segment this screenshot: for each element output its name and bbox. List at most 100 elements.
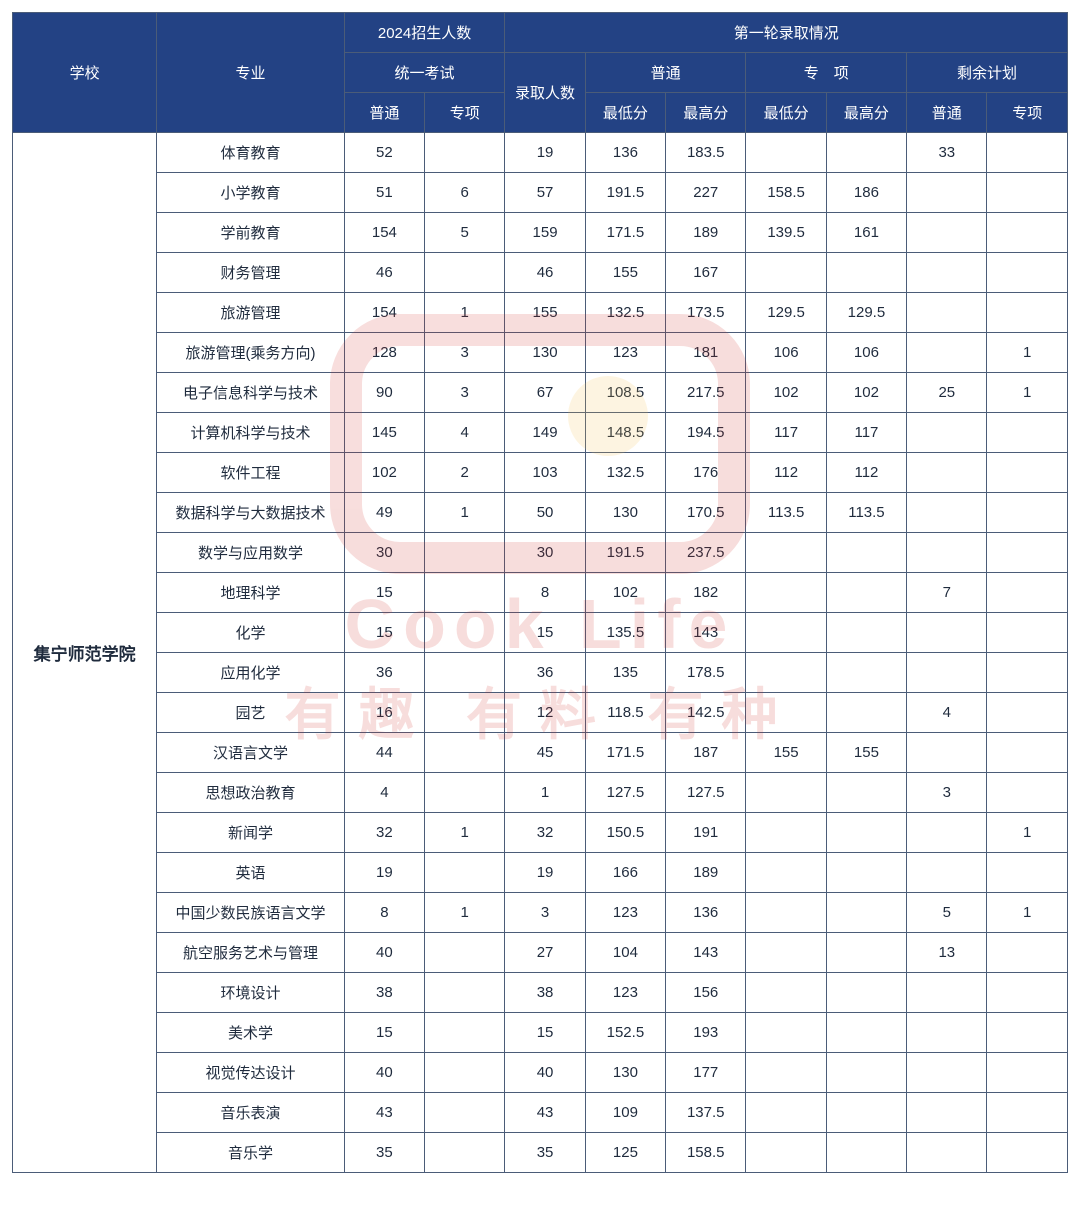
normal-max-cell: 156 [666,973,746,1013]
normal-min-cell: 102 [585,573,665,613]
table-row: 应用化学3636135178.5 [13,653,1068,693]
exam-zhuanxiang-cell: 1 [425,813,505,853]
major-cell: 视觉传达设计 [157,1053,344,1093]
table-row: 计算机科学与技术1454149148.5194.5117117 [13,413,1068,453]
remain-zhuanxiang-cell [987,693,1068,733]
admit-cell: 67 [505,373,585,413]
admit-cell: 3 [505,893,585,933]
special-max-cell [826,853,906,893]
remain-zhuanxiang-cell [987,653,1068,693]
normal-max-cell: 178.5 [666,653,746,693]
major-cell: 财务管理 [157,253,344,293]
normal-max-cell: 237.5 [666,533,746,573]
admit-cell: 1 [505,773,585,813]
remain-putong-cell [907,1053,987,1093]
table-row: 学前教育1545159171.5189139.5161 [13,213,1068,253]
normal-min-cell: 191.5 [585,533,665,573]
special-max-cell [826,253,906,293]
special-min-cell [746,813,826,853]
major-cell: 地理科学 [157,573,344,613]
major-cell: 学前教育 [157,213,344,253]
major-cell: 化学 [157,613,344,653]
special-max-cell: 106 [826,333,906,373]
admit-cell: 103 [505,453,585,493]
special-max-cell [826,1053,906,1093]
remain-putong-cell [907,653,987,693]
admit-cell: 149 [505,413,585,453]
normal-min-cell: 135.5 [585,613,665,653]
table-row: 思想政治教育41127.5127.53 [13,773,1068,813]
table-row: 视觉传达设计4040130177 [13,1053,1068,1093]
remain-putong-cell [907,533,987,573]
table-row: 小学教育51657191.5227158.5186 [13,173,1068,213]
exam-zhuanxiang-cell [425,1093,505,1133]
remain-zhuanxiang-cell [987,213,1068,253]
exam-zhuanxiang-cell: 2 [425,453,505,493]
remain-zhuanxiang-cell [987,1013,1068,1053]
special-min-cell [746,653,826,693]
table-row: 数据科学与大数据技术49150130170.5113.5113.5 [13,493,1068,533]
special-min-cell [746,1133,826,1173]
normal-min-cell: 152.5 [585,1013,665,1053]
school-cell: 集宁师范学院 [13,133,157,1173]
admit-cell: 130 [505,333,585,373]
normal-min-cell: 104 [585,933,665,973]
exam-putong-cell: 15 [344,1013,424,1053]
remain-zhuanxiang-cell [987,853,1068,893]
admit-cell: 32 [505,813,585,853]
hdr-special-min: 最低分 [746,93,826,133]
major-cell: 航空服务艺术与管理 [157,933,344,973]
remain-zhuanxiang-cell [987,573,1068,613]
remain-putong-cell [907,333,987,373]
remain-zhuanxiang-cell: 1 [987,333,1068,373]
table-row: 电子信息科学与技术90367108.5217.5102102251 [13,373,1068,413]
special-max-cell [826,1013,906,1053]
admit-cell: 43 [505,1093,585,1133]
special-min-cell [746,853,826,893]
normal-max-cell: 183.5 [666,133,746,173]
exam-putong-cell: 128 [344,333,424,373]
exam-putong-cell: 102 [344,453,424,493]
remain-putong-cell [907,853,987,893]
normal-max-cell: 177 [666,1053,746,1093]
hdr-admit-count: 录取人数 [505,53,585,133]
remain-putong-cell [907,213,987,253]
remain-zhuanxiang-cell [987,413,1068,453]
remain-zhuanxiang-cell [987,173,1068,213]
special-max-cell: 161 [826,213,906,253]
special-max-cell: 186 [826,173,906,213]
remain-putong-cell: 7 [907,573,987,613]
major-cell: 数据科学与大数据技术 [157,493,344,533]
special-min-cell: 155 [746,733,826,773]
remain-putong-cell [907,973,987,1013]
exam-putong-cell: 90 [344,373,424,413]
normal-min-cell: 132.5 [585,453,665,493]
special-max-cell [826,893,906,933]
exam-putong-cell: 19 [344,853,424,893]
admission-table: 学校 专业 2024招生人数 第一轮录取情况 统一考试 录取人数 普通 专 项 … [12,12,1068,1173]
major-cell: 软件工程 [157,453,344,493]
exam-putong-cell: 30 [344,533,424,573]
special-min-cell [746,893,826,933]
special-min-cell [746,933,826,973]
admit-cell: 27 [505,933,585,973]
admit-cell: 46 [505,253,585,293]
special-max-cell: 113.5 [826,493,906,533]
normal-max-cell: 136 [666,893,746,933]
admit-cell: 57 [505,173,585,213]
normal-max-cell: 189 [666,853,746,893]
exam-zhuanxiang-cell [425,933,505,973]
normal-min-cell: 150.5 [585,813,665,853]
remain-putong-cell [907,173,987,213]
normal-max-cell: 170.5 [666,493,746,533]
remain-zhuanxiang-cell [987,773,1068,813]
table-row: 环境设计3838123156 [13,973,1068,1013]
admit-cell: 50 [505,493,585,533]
major-cell: 美术学 [157,1013,344,1053]
normal-min-cell: 123 [585,333,665,373]
exam-putong-cell: 32 [344,813,424,853]
normal-max-cell: 167 [666,253,746,293]
hdr-normal-min: 最低分 [585,93,665,133]
admit-cell: 19 [505,133,585,173]
major-cell: 音乐表演 [157,1093,344,1133]
